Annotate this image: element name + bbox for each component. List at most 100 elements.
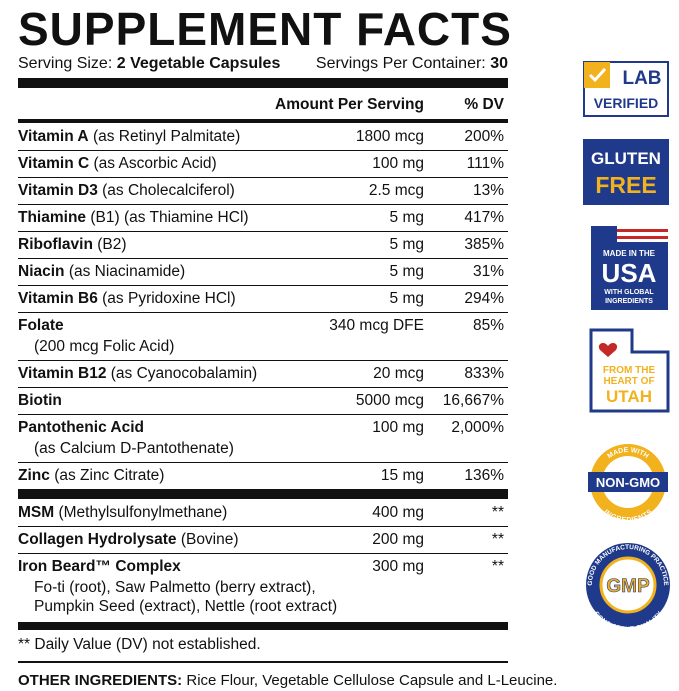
daily-value: ** [491,504,504,521]
nutrient-name-bold: Vitamin D3 [18,182,98,199]
amount: 5 mg [389,263,424,280]
lab-verified-badge: LAB VERIFIED [583,61,669,117]
amount: 15 mg [380,467,424,484]
utah-badge: FROM THE HEART OF UTAH [589,328,670,413]
servings-label: Servings Per Container: [315,55,486,72]
badge-text: LAB [622,68,661,89]
amount: 2.5 mcg [368,182,424,199]
nutrient-row: Vitamin A (as Retinyl Palmitate) 1800 mcg… [18,123,508,151]
nutrient-row: MSM (Methylsulfonylmethane) 400 mg ** [18,499,508,527]
badge-text: HEART OF [603,376,654,387]
supplement-facts-panel: SUPPLEMENT FACTS Serving Size: 2 Vegetab… [18,0,557,691]
daily-value: ** [491,558,504,575]
amount: 5 mg [389,290,424,307]
footnote: ** Daily Value (DV) not established. [18,636,261,653]
daily-value: 31% [472,263,504,280]
nutrient-name: Zinc (as Zinc Citrate) [18,467,164,485]
nutrient-name: Folate [18,317,64,335]
nutrient-row: Vitamin B6 (as Pyridoxine HCl) 5 mg 294% [18,285,508,313]
amount: 1800 mcg [355,128,424,145]
nutrient-name-bold: Iron Beard™ Complex [18,558,181,575]
nutrient-source: (B1) (as Thiamine HCl) [90,209,249,226]
amount: 400 mg [372,504,424,521]
daily-value: 2,000% [451,419,504,436]
badge-text: UTAH [606,387,652,406]
column-header: % DV [464,96,504,113]
nutrient-name: MSM (Methylsulfonylmethane) [18,504,227,522]
serving-size-value: 2 Vegetable Capsules [116,55,281,72]
nutrient-row: Folate 340 mcg DFE 85% (200 mcg Folic Acid) [18,312,508,361]
serving-size: Serving Size: 2 Vegetable Capsules [18,55,280,73]
nutrient-source: (as Zinc Citrate) [54,467,165,484]
nutrient-source: (as Ascorbic Acid) [93,155,217,172]
nutrient-source: (B2) [97,236,127,253]
nutrient-row: Riboflavin (B2) 5 mg 385% [18,231,508,259]
nutrient-row: Vitamin D3 (as Cholecalciferol) 2.5 mcg 13… [18,177,508,205]
nutrient-source: (as Retinyl Palmitate) [92,128,241,145]
nutrient-row: Vitamin C (as Ascorbic Acid) 100 mg 111% [18,150,508,178]
servings: Servings Per Container: 30 [316,55,508,73]
nutrient-name: Thiamine (B1) (as Thiamine HCl) [18,209,249,227]
badge-text: NON-GMO [596,475,660,490]
daily-value: 833% [464,365,504,382]
nutrient-name-bold: Collagen Hydrolysate [18,531,177,548]
nutrient-name-bold: Thiamine [18,209,87,226]
nutrient-name: Vitamin B12 (as Cyanocobalamin) [18,365,257,383]
amount: 100 mg [372,155,424,172]
nutrient-subline: Pumpkin Seed (extract), Nettle (root ext… [34,598,338,615]
nutrient-subline: (as Calcium D-Pantothenate) [34,440,234,457]
nutrient-name-bold: Zinc [18,467,50,484]
other-ingredients-text: Rice Flour, Vegetable Cellulose Capsule … [186,672,558,689]
amount: 300 mg [372,558,424,575]
nutrient-name-bold: Niacin [18,263,65,280]
amount: 5000 mcg [355,392,424,409]
thick-rule [18,489,508,499]
gmp-badge: GMP GOOD MANUFACTURING PRACTICE CONSISTE… [586,543,670,633]
nutrient-row: Vitamin B12 (as Cyanocobalamin) 20 mcg 833… [18,360,508,388]
nutrient-name: Pantothenic Acid [18,419,144,437]
daily-value: 85% [472,317,504,334]
badge-text: WITH GLOBAL [604,289,654,296]
nutrient-name-bold: Vitamin C [18,155,90,172]
daily-value: 417% [464,209,504,226]
nutrient-subline: (200 mcg Folic Acid) [34,338,175,355]
other-ingredients: OTHER INGREDIENTS: Rice Flour, Vegetable… [18,672,557,689]
amount: 5 mg [389,236,424,253]
non-gmo-badge: MADE WITH NON-GMO INGREDIENTS [588,444,668,524]
nutrient-source: (as Niacinamide) [68,263,186,280]
nutrient-name: Niacin (as Niacinamide) [18,263,185,281]
amount: 100 mg [372,419,424,436]
badge-text: FROM THE [603,365,656,376]
badge-text: VERIFIED [594,95,659,111]
thick-rule [18,622,508,630]
nutrient-name-bold: Vitamin B6 [18,290,98,307]
amount: 200 mg [372,531,424,548]
daily-value: 200% [464,128,504,145]
servings-value: 30 [490,55,508,72]
rule [18,119,508,123]
nutrient-name-bold: MSM [18,504,55,521]
badge-text: USA [602,258,657,288]
gluten-free-badge: GLUTEN FREE [583,139,669,205]
nutrient-name: Collagen Hydrolysate (Bovine) [18,531,239,549]
nutrient-name-bold: Riboflavin [18,236,93,253]
nutrient-name: Biotin [18,392,62,410]
nutrient-row: Zinc (as Zinc Citrate) 15 mg 136% [18,462,508,489]
badge-text: INGREDIENTS [605,298,653,305]
other-ingredients-label: OTHER INGREDIENTS: [18,672,183,689]
title: SUPPLEMENT FACTS [18,3,512,55]
nutrient-name: Vitamin D3 (as Cholecalciferol) [18,182,235,200]
nutrient-row: Thiamine (B1) (as Thiamine HCl) 5 mg 417% [18,204,508,232]
nutrient-row: Pantothenic Acid 100 mg 2,000% (as Calcium … [18,414,508,463]
daily-value: 111% [466,155,504,172]
daily-value: ** [491,531,504,548]
nutrient-name: Vitamin B6 (as Pyridoxine HCl) [18,290,236,308]
daily-value: 136% [464,467,504,484]
serving-size-label: Serving Size: [18,55,113,72]
rule [18,661,508,663]
badge-text: GMP [606,576,650,597]
badge-text: FREE [595,172,656,198]
thick-rule [18,78,508,88]
nutrient-row: Biotin 5000 mcg 16,667% [18,387,508,415]
